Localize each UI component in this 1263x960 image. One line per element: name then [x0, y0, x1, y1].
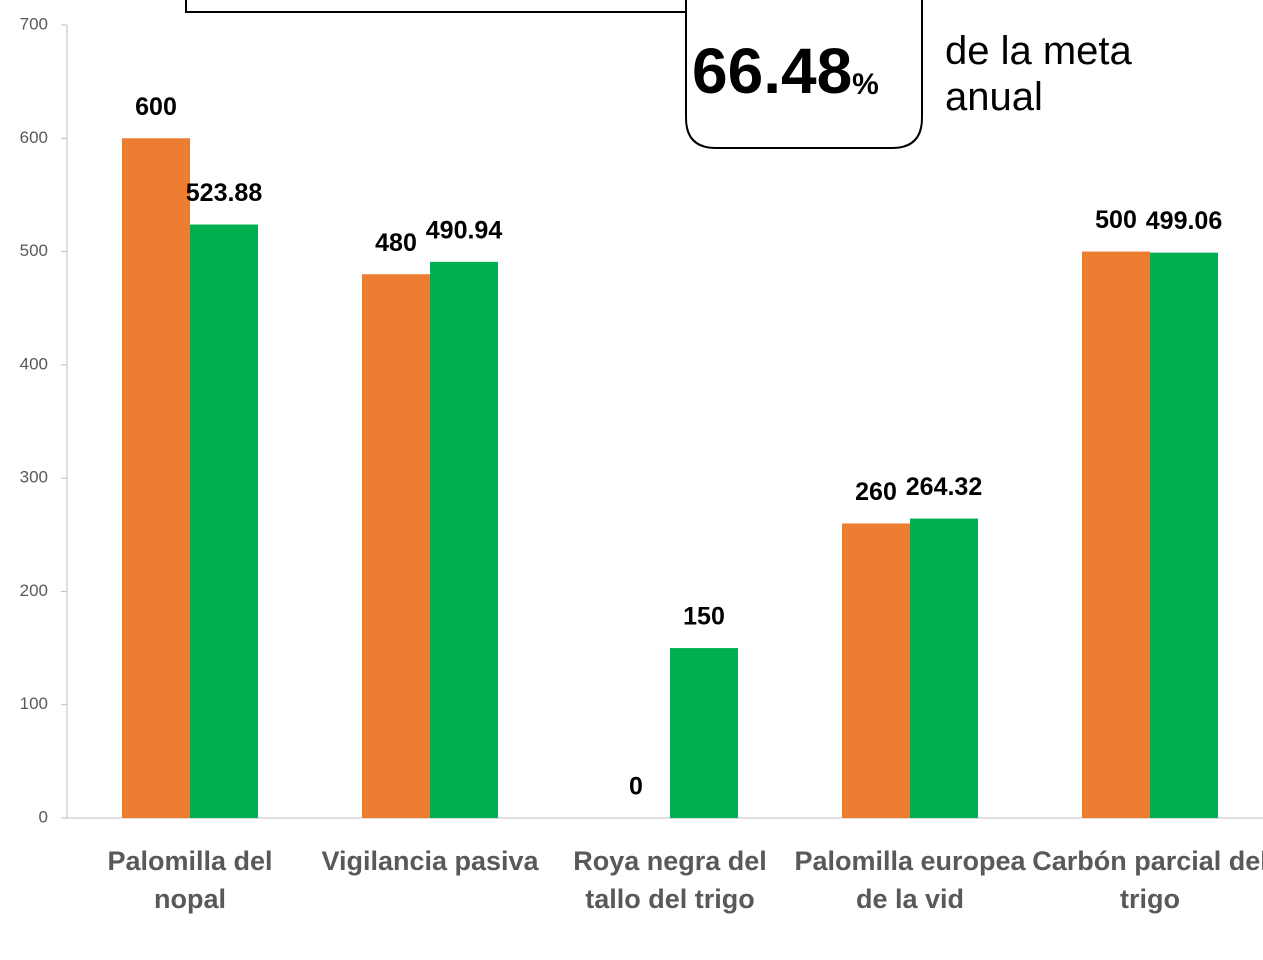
- y-tick-label: 300: [20, 468, 48, 487]
- bar: [1082, 251, 1150, 819]
- x-tick-label: Carbón parcial del trigo: [1032, 846, 1263, 914]
- bar: [190, 224, 258, 818]
- annotation-text: de la meta anual: [945, 29, 1132, 119]
- data-label: 0: [629, 773, 643, 801]
- y-tick-label: 700: [20, 14, 48, 33]
- bar: [910, 518, 978, 818]
- data-label: 480: [375, 229, 417, 257]
- y-tick-label: 500: [20, 241, 48, 260]
- data-label: 264.32: [906, 473, 982, 501]
- data-label: 499.06: [1146, 207, 1222, 235]
- data-label: 500: [1095, 206, 1137, 234]
- bar: [670, 648, 738, 818]
- bar: [1150, 252, 1218, 819]
- x-tick-label: Vigilancia pasiva: [321, 846, 539, 876]
- data-label: 523.88: [186, 179, 263, 207]
- data-label: 600: [135, 93, 177, 121]
- y-tick-label: 0: [39, 807, 48, 826]
- y-tick-label: 600: [20, 128, 48, 147]
- y-tick-label: 400: [20, 354, 48, 373]
- data-label: 150: [683, 603, 725, 631]
- y-tick-label: 200: [20, 581, 48, 600]
- data-label: 260: [855, 478, 897, 506]
- y-tick-label: 100: [20, 694, 48, 713]
- annotation-box: [685, 0, 923, 149]
- x-tick-label: Palomilla europea de la vid: [794, 846, 1026, 914]
- x-tick-label: Palomilla del nopal: [107, 846, 273, 914]
- bar: [122, 138, 190, 819]
- data-label: 490.94: [426, 216, 503, 244]
- x-tick-label: Roya negra del tallo del trigo: [573, 846, 767, 914]
- annotation-value: 66.48%: [692, 35, 879, 107]
- bar: [430, 261, 498, 819]
- bar: [362, 274, 430, 818]
- bar: [842, 523, 910, 818]
